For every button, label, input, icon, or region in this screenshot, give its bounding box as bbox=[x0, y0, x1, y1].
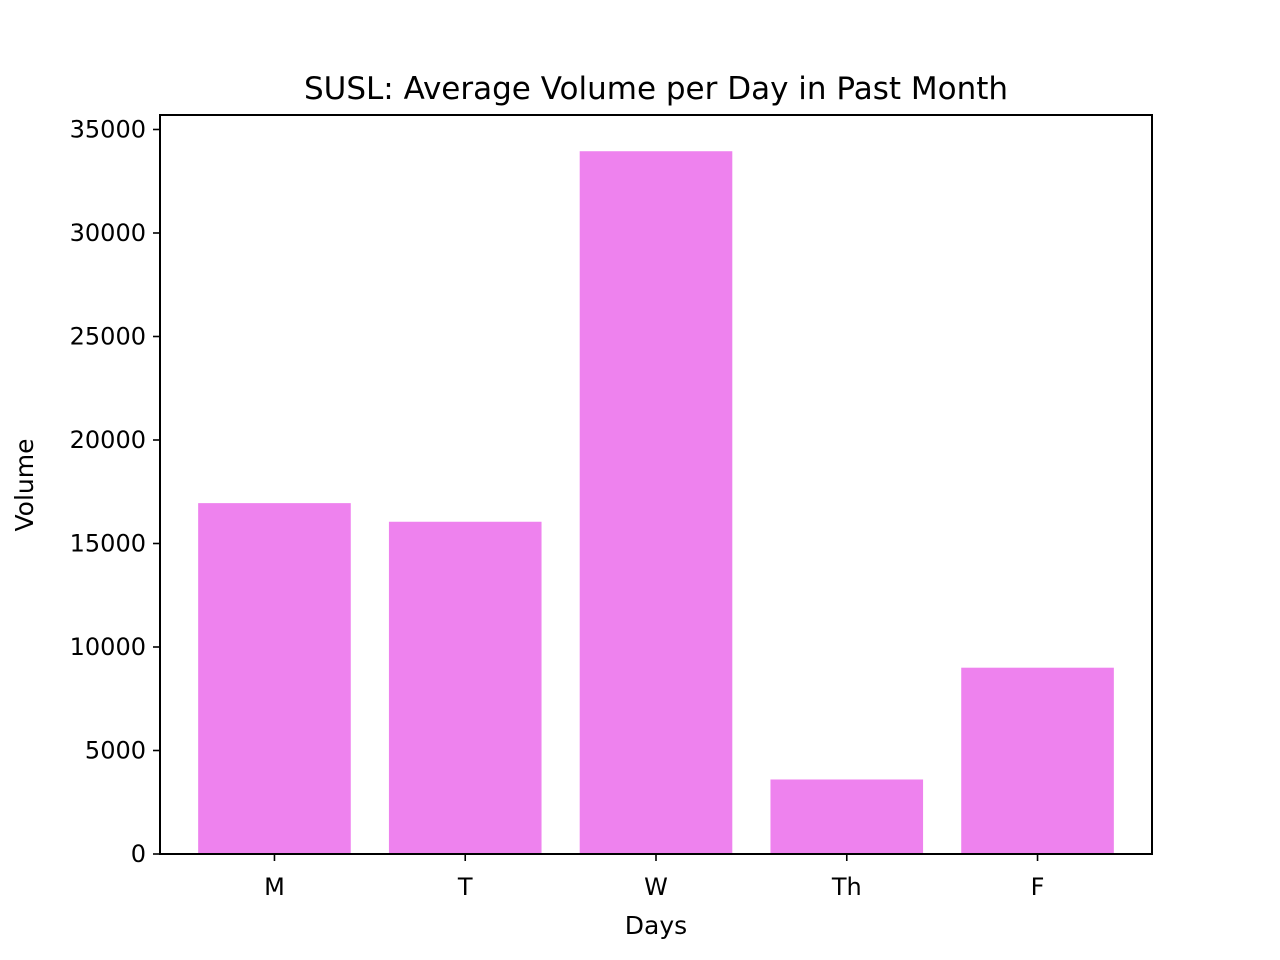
y-tick-label-15000: 15000 bbox=[70, 529, 146, 557]
y-tick-label-20000: 20000 bbox=[70, 426, 146, 454]
x-axis-label: Days bbox=[625, 911, 687, 940]
y-tick-label-35000: 35000 bbox=[70, 115, 146, 143]
y-tick-label-0: 0 bbox=[131, 840, 146, 868]
x-tick-label-th: Th bbox=[831, 873, 862, 901]
bar-w bbox=[579, 151, 733, 855]
bars-group bbox=[198, 151, 1114, 855]
bar-m bbox=[198, 503, 351, 854]
x-tick-label-f: F bbox=[1031, 873, 1045, 901]
y-axis-ticks: 0 5000 10000 15000 20000 25000 30000 35000 bbox=[70, 115, 160, 868]
x-tick-label-w: W bbox=[644, 873, 668, 901]
plot-area-frame bbox=[159, 114, 1153, 855]
bar-th bbox=[770, 779, 924, 854]
y-tick-label-10000: 10000 bbox=[70, 633, 146, 661]
chart-title: SUSL: Average Volume per Day in Past Mon… bbox=[304, 71, 1008, 107]
y-tick-label-5000: 5000 bbox=[85, 736, 146, 764]
y-tick-label-30000: 30000 bbox=[70, 219, 146, 247]
y-tick-label-25000: 25000 bbox=[70, 322, 146, 350]
x-tick-label-m: M bbox=[264, 873, 285, 901]
bar-f bbox=[961, 667, 1114, 854]
y-axis-label: Volume bbox=[10, 439, 39, 532]
x-tick-label-t: T bbox=[457, 873, 473, 901]
x-axis-ticks: M T W Th F bbox=[264, 854, 1044, 901]
bar-t bbox=[388, 521, 542, 854]
